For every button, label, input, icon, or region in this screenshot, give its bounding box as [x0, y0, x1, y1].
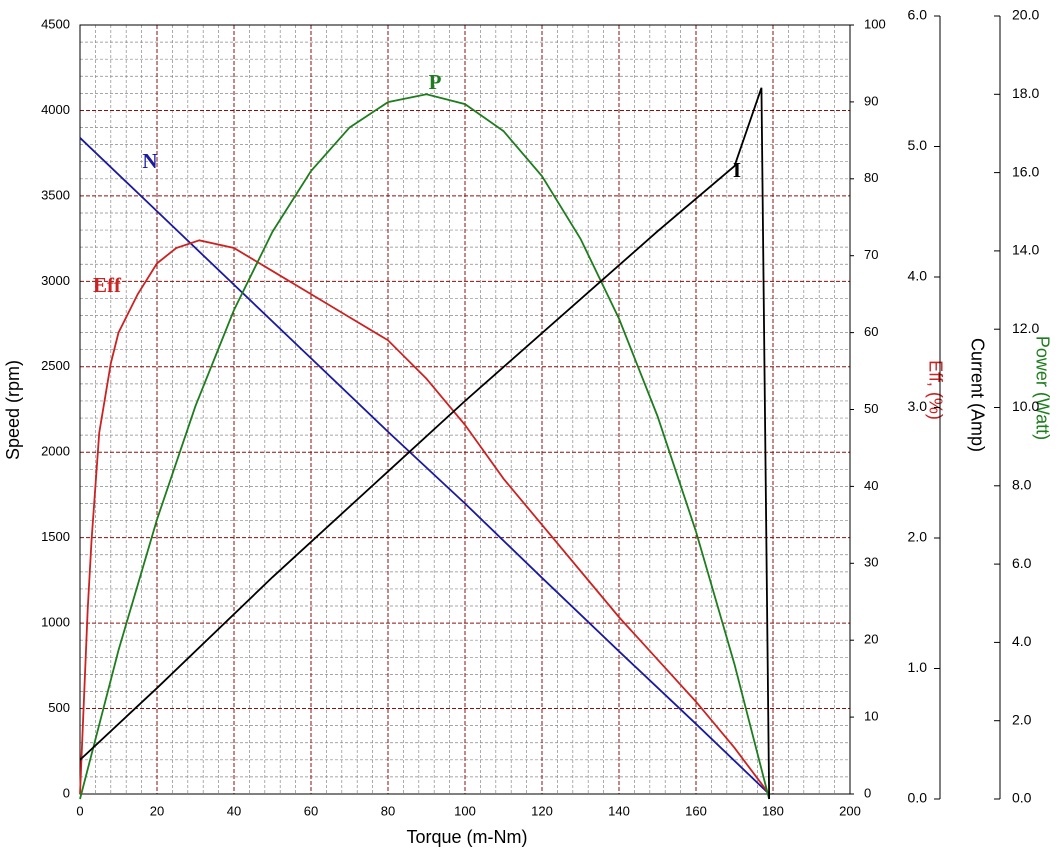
- y4-tick-label: 6.0: [1012, 555, 1032, 571]
- y2-tick-label: 30: [864, 555, 878, 570]
- y3-tick-label: 0.0: [908, 790, 928, 806]
- x-tick-label: 20: [150, 803, 164, 818]
- x-tick-label: 120: [531, 803, 553, 818]
- y3-tick-label: 3.0: [908, 398, 928, 414]
- x-axis-label: Torque (m-Nm): [406, 827, 527, 847]
- y3-tick-label: 4.0: [908, 268, 928, 284]
- y4-tick-label: 8.0: [1012, 477, 1032, 493]
- y2-tick-label: 90: [864, 93, 878, 108]
- y3-axis-label: Current (Amp): [967, 338, 987, 452]
- x-tick-label: 160: [685, 803, 707, 818]
- y4-tick-label: 12.0: [1012, 320, 1039, 336]
- y-tick-label: 0: [63, 785, 70, 800]
- series-line: [79, 87, 771, 800]
- y2-tick-label: 20: [864, 632, 878, 647]
- series-line: [79, 137, 770, 795]
- x-tick-label: 200: [839, 803, 861, 818]
- y3-tick-label: 6.0: [908, 7, 928, 23]
- series-label: I: [733, 158, 741, 182]
- y4-tick-label: 10.0: [1012, 398, 1039, 414]
- y4-tick-label: 16.0: [1012, 163, 1039, 179]
- y-tick-label: 4500: [41, 16, 70, 31]
- y-tick-label: 2000: [41, 444, 70, 459]
- y2-tick-label: 0: [864, 785, 871, 800]
- y4-tick-label: 2.0: [1012, 711, 1032, 727]
- x-tick-label: 140: [608, 803, 630, 818]
- y4-tick-label: 14.0: [1012, 242, 1039, 258]
- y4-axis-label: Power (Watt): [1032, 336, 1052, 440]
- y-tick-label: 500: [48, 700, 70, 715]
- series-line: [79, 239, 770, 795]
- x-tick-label: 80: [381, 803, 395, 818]
- y-tick-label: 1000: [41, 615, 70, 630]
- series-label: Eff: [93, 273, 122, 297]
- y2-tick-label: 70: [864, 247, 878, 262]
- y4-tick-label: 20.0: [1012, 7, 1039, 23]
- x-tick-label: 40: [227, 803, 241, 818]
- y-tick-label: 3000: [41, 273, 70, 288]
- y3-tick-label: 1.0: [908, 659, 928, 675]
- y4-tick-label: 18.0: [1012, 85, 1039, 101]
- y2-tick-label: 40: [864, 478, 878, 493]
- series-line: [79, 93, 771, 800]
- y3-tick-label: 5.0: [908, 137, 928, 153]
- y-tick-label: 4000: [41, 102, 70, 117]
- y2-axis-label: Eff, (%): [925, 360, 945, 420]
- series-label: N: [142, 149, 157, 173]
- y-tick-label: 3500: [41, 187, 70, 202]
- y2-tick-label: 60: [864, 324, 878, 339]
- y-tick-label: 1500: [41, 529, 70, 544]
- y4-tick-label: 4.0: [1012, 633, 1032, 649]
- y4-tick-label: 0.0: [1012, 790, 1032, 806]
- x-tick-label: 0: [76, 803, 83, 818]
- y2-tick-label: 100: [864, 16, 886, 31]
- y-tick-label: 2500: [41, 358, 70, 373]
- y3-tick-label: 2.0: [908, 529, 928, 545]
- y-axis-label: Speed (rpm): [3, 360, 23, 460]
- x-tick-label: 100: [454, 803, 476, 818]
- y2-tick-label: 10: [864, 709, 878, 724]
- x-tick-label: 180: [762, 803, 784, 818]
- series-label: P: [429, 70, 442, 94]
- y2-tick-label: 80: [864, 170, 878, 185]
- y2-tick-label: 50: [864, 401, 878, 416]
- x-tick-label: 60: [304, 803, 318, 818]
